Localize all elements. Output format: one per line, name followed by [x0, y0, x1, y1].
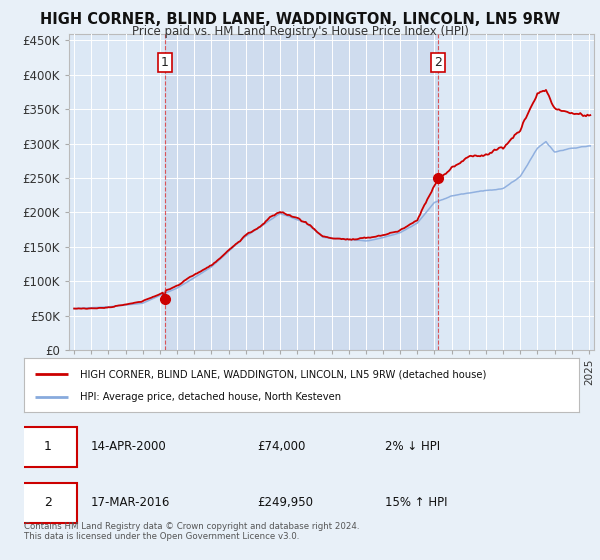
- Text: 1: 1: [161, 56, 169, 69]
- Text: HIGH CORNER, BLIND LANE, WADDINGTON, LINCOLN, LN5 9RW (detached house): HIGH CORNER, BLIND LANE, WADDINGTON, LIN…: [79, 370, 486, 379]
- Text: This data is licensed under the Open Government Licence v3.0.: This data is licensed under the Open Gov…: [24, 532, 299, 541]
- Text: 15% ↑ HPI: 15% ↑ HPI: [385, 496, 447, 509]
- Bar: [165, 34, 438, 350]
- Text: 14-APR-2000: 14-APR-2000: [91, 440, 166, 453]
- Text: HPI: Average price, detached house, North Kesteven: HPI: Average price, detached house, Nort…: [79, 391, 341, 402]
- Text: £74,000: £74,000: [257, 440, 305, 453]
- Text: Contains HM Land Registry data © Crown copyright and database right 2024.: Contains HM Land Registry data © Crown c…: [24, 522, 359, 531]
- Text: Price paid vs. HM Land Registry's House Price Index (HPI): Price paid vs. HM Land Registry's House …: [131, 25, 469, 38]
- Text: £249,950: £249,950: [257, 496, 313, 509]
- Text: 17-MAR-2016: 17-MAR-2016: [91, 496, 170, 509]
- Text: 2% ↓ HPI: 2% ↓ HPI: [385, 440, 440, 453]
- Text: 1: 1: [44, 440, 52, 453]
- Text: 2: 2: [44, 496, 52, 509]
- Text: HIGH CORNER, BLIND LANE, WADDINGTON, LINCOLN, LN5 9RW: HIGH CORNER, BLIND LANE, WADDINGTON, LIN…: [40, 12, 560, 27]
- Text: 2: 2: [434, 56, 442, 69]
- FancyBboxPatch shape: [19, 483, 77, 522]
- FancyBboxPatch shape: [19, 427, 77, 466]
